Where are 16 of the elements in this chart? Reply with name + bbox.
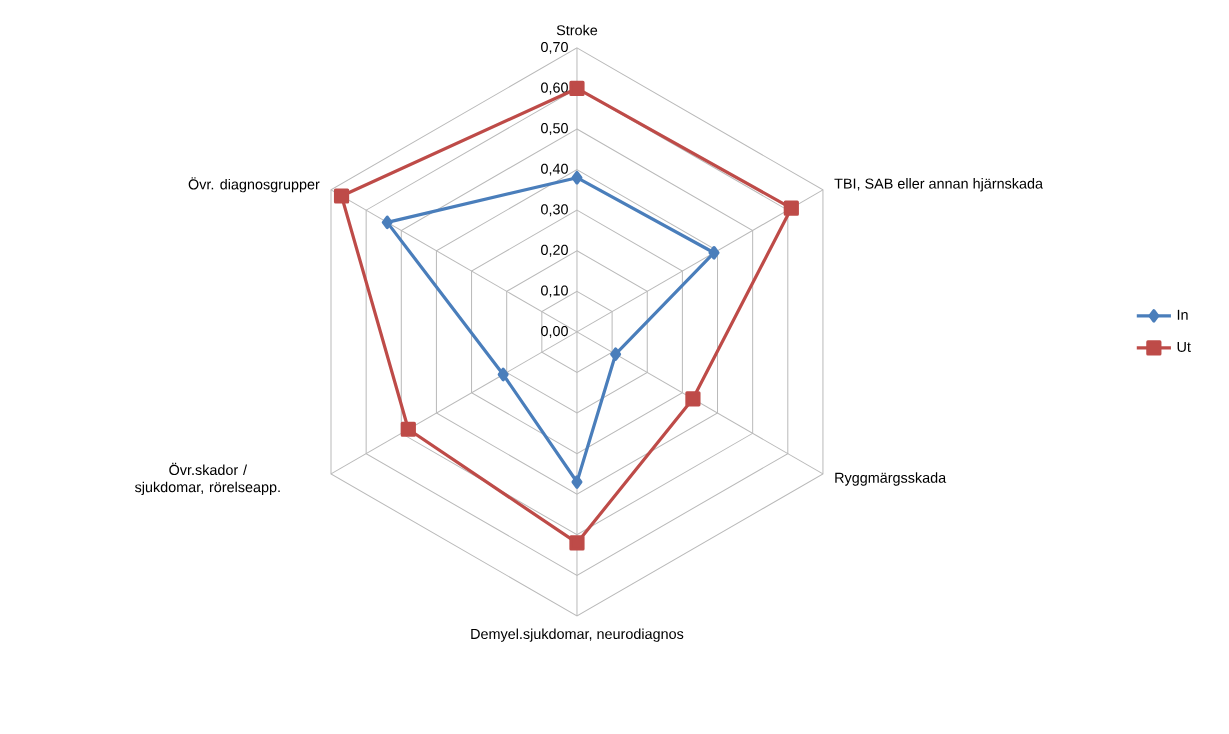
y-tick-label: 0,60 <box>541 82 568 95</box>
y-tick-label: 0,40 <box>541 163 568 176</box>
y-tick-label: 0,10 <box>541 285 568 298</box>
legend-label: Ut <box>1177 341 1191 352</box>
y-tick-label: 0,20 <box>541 244 568 257</box>
y-tick-label: 0,70 <box>541 41 568 54</box>
legend-label: In <box>1177 309 1188 320</box>
spoke-label: Ryggmärgsskada <box>835 472 947 486</box>
spoke-label: Stroke <box>556 24 598 36</box>
spoke-label: Demyel.sjukdomar, neurodiagnos <box>471 628 684 642</box>
spoke-label: Övr.skador / sjukdomar, rörelseapp. <box>134 462 280 496</box>
y-tick-label: 0,30 <box>541 204 568 217</box>
spoke-label: Övr. diagnosgrupper <box>188 177 320 193</box>
spoke-label: TBI, SAB eller annan hjärnskada <box>834 178 1044 192</box>
y-tick-label: 0,00 <box>541 325 568 338</box>
y-tick-label: 0,50 <box>541 123 568 135</box>
